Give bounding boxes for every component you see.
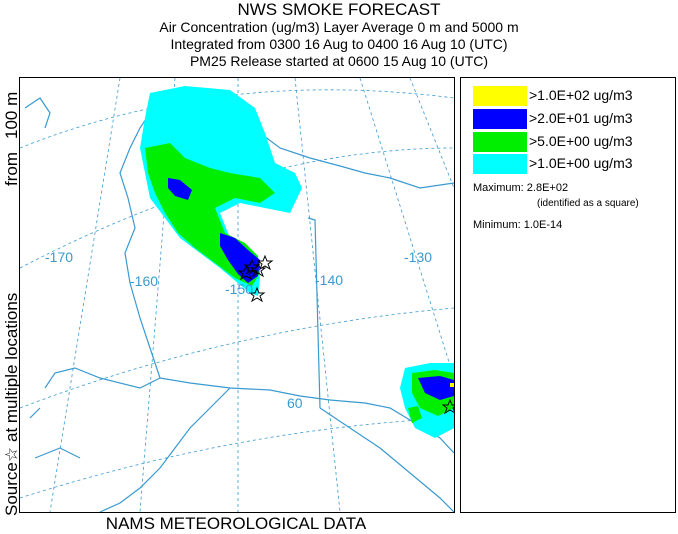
maximum-row: Maximum: 2.8E+02 xyxy=(473,182,568,194)
legend-label: >2.0E+01 ug/m3 xyxy=(529,110,633,126)
maximum-label: Maximum: xyxy=(473,182,524,194)
legend-swatch xyxy=(473,86,527,106)
maximum-note: (identified as a square) xyxy=(537,198,639,209)
legend-item-green: >5.0E+00 ug/m3 xyxy=(473,132,673,152)
legend-item-yellow: >1.0E+02 ug/m3 xyxy=(473,86,673,106)
lon-label-170: -170 xyxy=(45,249,73,265)
legend-label: >1.0E+02 ug/m3 xyxy=(529,87,633,103)
minimum-row: Minimum: 1.0E-14 xyxy=(473,219,562,231)
smoke-plume-southeast xyxy=(400,363,454,438)
lon-label-160: -160 xyxy=(130,273,158,289)
maximum-value: 2.8E+02 xyxy=(526,182,569,194)
subtitle-concentration: Air Concentration (ug/m3) Layer Average … xyxy=(159,19,519,35)
legend-label: >5.0E+00 ug/m3 xyxy=(529,133,633,149)
lon-label-150: -150 xyxy=(225,281,253,297)
fire-source-markers xyxy=(237,254,454,415)
met-data-label: NAMS METEOROLOGICAL DATA xyxy=(105,514,367,533)
legend-swatch xyxy=(473,132,527,152)
lat-label-60: 60 xyxy=(287,395,303,411)
minimum-value: 1.0E-14 xyxy=(523,219,563,231)
map-panel: -170 -160 -150 -140 -130 60 xyxy=(19,77,455,513)
smoke-plume-north xyxy=(140,86,302,296)
subtitle-release: PM25 Release started at 0600 15 Aug 10 (… xyxy=(189,53,489,69)
lon-label-130: -130 xyxy=(404,249,432,265)
smoke-map: -170 -160 -150 -140 -130 60 xyxy=(20,78,454,512)
legend-panel: >1.0E+02 ug/m3 >2.0E+01 ug/m3 >5.0E+00 u… xyxy=(460,77,676,513)
legend-swatch xyxy=(473,154,527,174)
lon-label-140: -140 xyxy=(315,272,343,288)
coastlines xyxy=(24,97,454,512)
legend-item-blue: >2.0E+01 ug/m3 xyxy=(473,109,673,129)
subtitle-integration: Integrated from 0300 16 Aug to 0400 16 A… xyxy=(170,36,508,52)
maximum-square xyxy=(450,383,454,387)
forecast-title: NWS SMOKE FORECAST xyxy=(237,0,441,19)
legend-label: >1.0E+00 ug/m3 xyxy=(529,155,633,171)
legend-item-cyan: >1.0E+00 ug/m3 xyxy=(473,154,673,174)
legend-swatch xyxy=(473,109,527,129)
minimum-label: Minimum: xyxy=(473,219,521,231)
